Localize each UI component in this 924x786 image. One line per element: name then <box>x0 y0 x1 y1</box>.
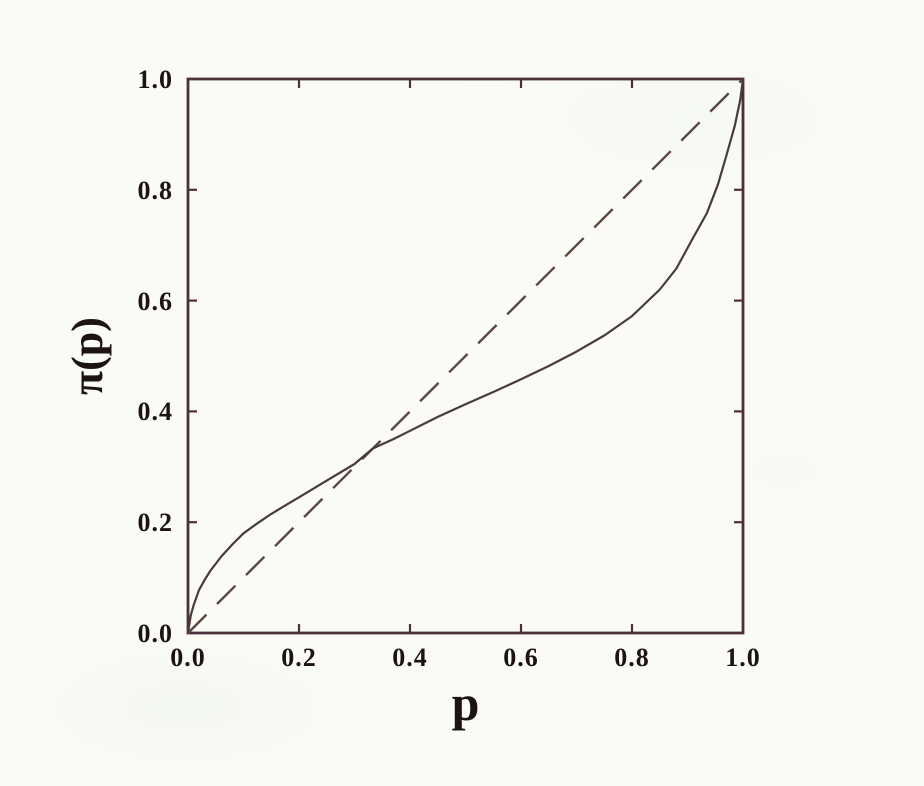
y-tick-label: 0.2 <box>137 508 173 538</box>
x-tick-label: 0.8 <box>614 643 650 672</box>
x-tick-label: 0.2 <box>281 643 317 672</box>
x-axis-title: p <box>451 675 480 731</box>
identity-diagonal <box>187 78 744 634</box>
probability-weighting-curve <box>186 78 745 634</box>
plot-frame <box>186 77 745 635</box>
x-tick-label: 0.4 <box>392 643 428 672</box>
y-axis-title: π(p) <box>63 317 112 395</box>
x-tick-label: 1.0 <box>725 643 761 672</box>
y-tick-label: 0.6 <box>137 286 173 316</box>
x-tick-label: 0.6 <box>503 643 539 672</box>
y-tick-label: 1.0 <box>137 65 173 94</box>
y-tick-label: 0.4 <box>137 397 173 427</box>
y-tick-label: 0.8 <box>137 175 173 205</box>
x-tick-label: 0.0 <box>170 643 206 672</box>
y-tick-label: 0.0 <box>137 619 173 648</box>
